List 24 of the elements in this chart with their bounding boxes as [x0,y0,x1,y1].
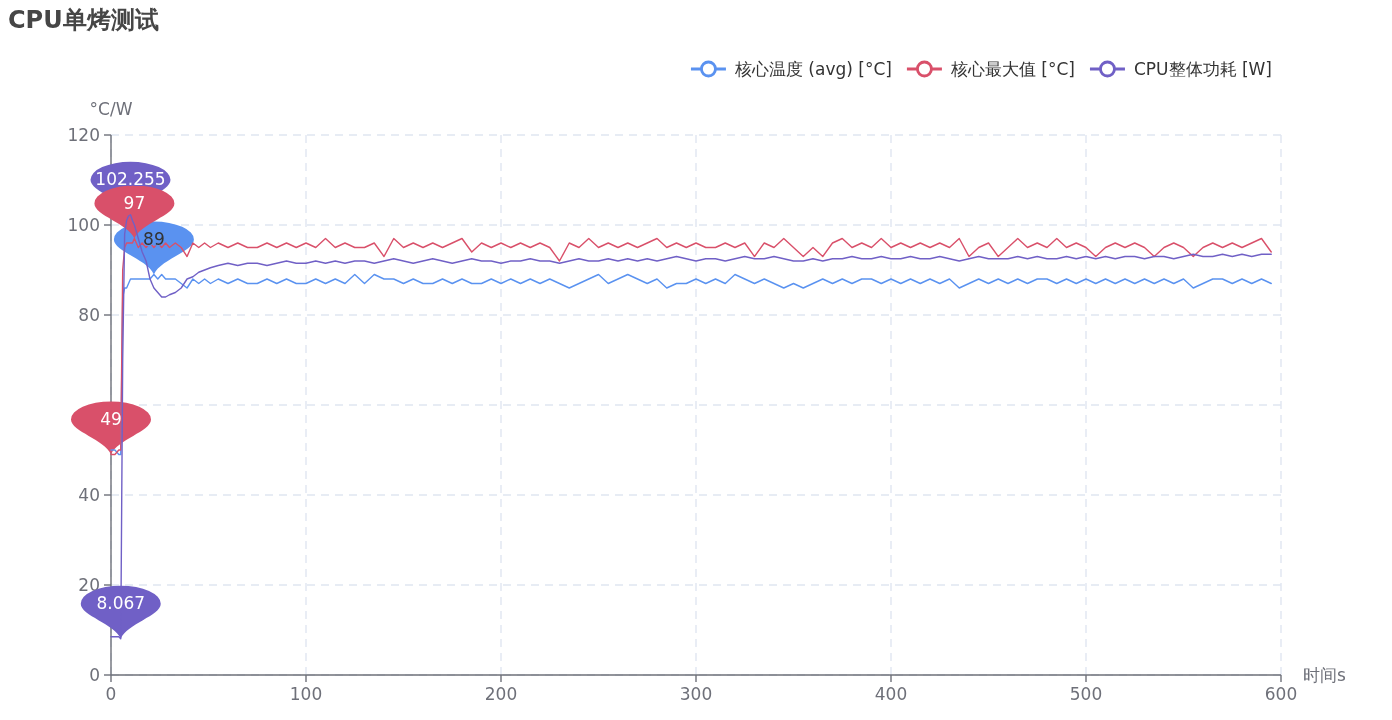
annotation: 97 [123,192,146,213]
y-axis-title: °C/W [89,99,133,119]
x-tick-label: 100 [289,684,323,704]
legend-label: 核心温度 (avg) [°C] [733,59,892,79]
x-tick-label: 600 [1264,684,1298,704]
legend-label: 核心最大值 [°C] [949,59,1075,79]
y-tick-label: 0 [89,665,100,685]
annotation: 49 [100,408,122,429]
y-tick-label: 20 [78,575,100,595]
x-tick-label: 400 [874,684,908,704]
x-tick-label: 0 [105,684,117,704]
legend-label: CPU整体功耗 [W] [1133,59,1272,79]
x-axis-title: 时间s [1303,665,1346,685]
x-tick-label: 500 [1069,684,1103,704]
y-tick-label: 80 [78,305,100,325]
annotation: 8.067 [96,592,146,613]
y-tick-label: 40 [78,485,100,505]
y-tick-label: 100 [67,215,100,235]
x-tick-label: 300 [679,684,713,704]
annotation: 89 [143,228,165,249]
x-tick-label: 200 [484,684,518,704]
y-tick-label: 120 [67,125,100,145]
annotation: 102.255 [95,168,166,189]
chart-title: CPU单烤测试 [8,6,159,34]
